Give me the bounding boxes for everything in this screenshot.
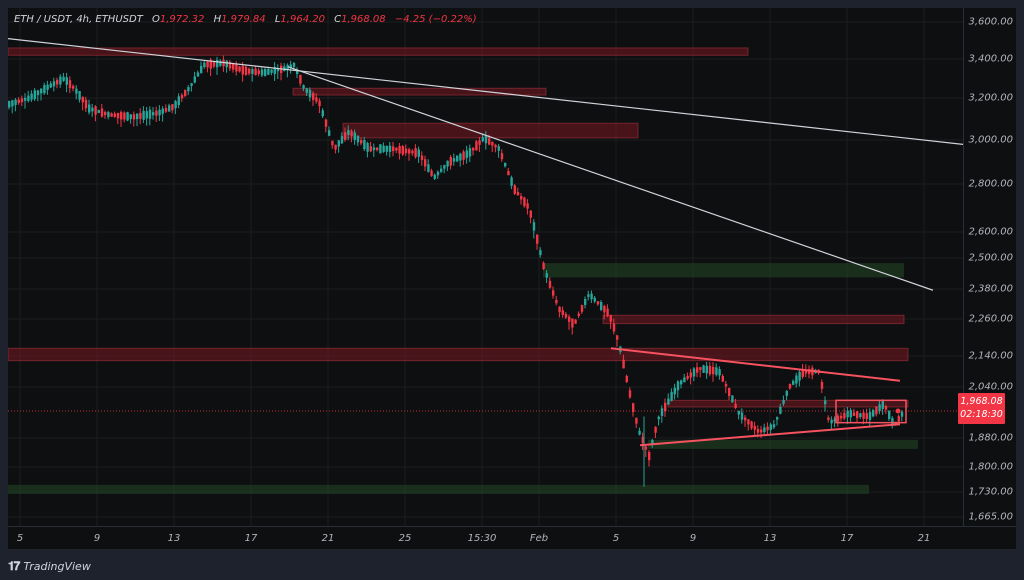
trendline: [287, 66, 934, 291]
time-tick: 17: [244, 533, 258, 544]
time-tick: 21: [917, 533, 931, 544]
time-tick: Feb: [529, 533, 549, 544]
price-tick: 2,140.00: [968, 350, 1013, 362]
chart-frame: ETH / USDT, 4h, ETHUSDT O1,972.32 H1,979…: [8, 8, 1016, 549]
candlestick-chart[interactable]: [8, 8, 963, 526]
demand-zone: [648, 439, 918, 449]
price-tick: 2,800.00: [968, 178, 1013, 190]
price-tick: 3,400.00: [968, 53, 1013, 65]
time-tick: 13: [763, 533, 777, 544]
price-tick: 2,260.00: [968, 313, 1013, 325]
time-tick: 17: [840, 533, 854, 544]
time-tick: 5: [612, 533, 620, 544]
price-tick: 1,730.00: [968, 486, 1013, 498]
trendline: [610, 347, 901, 382]
symbol-label: ETH / USDT, 4h, ETHUSDT: [14, 14, 143, 25]
close-value: 1,968.08: [341, 14, 386, 25]
price-tick: 3,000.00: [968, 134, 1013, 146]
symbol-legend: ETH / USDT, 4h, ETHUSDT O1,972.32 H1,979…: [14, 14, 477, 25]
time-tick: 15:30: [467, 533, 497, 544]
price-tick: 3,200.00: [968, 92, 1013, 104]
chart-pane[interactable]: ETH / USDT, 4h, ETHUSDT O1,972.32 H1,979…: [8, 8, 963, 526]
bar-countdown: 02:18:30: [960, 409, 1003, 420]
trendline: [8, 38, 963, 145]
price-tick: 2,500.00: [968, 252, 1013, 264]
brand-name[interactable]: TradingView: [23, 559, 91, 573]
supply-zone: [8, 47, 749, 56]
time-tick: 9: [93, 533, 101, 544]
demand-zone: [8, 484, 869, 494]
open-value: 1,972.32: [159, 14, 205, 25]
demand-zone: [543, 263, 904, 278]
low-value: 1,964.20: [280, 14, 325, 25]
price-tick: 3,600.00: [968, 16, 1013, 28]
supply-zone: [8, 347, 909, 362]
supply-zone: [667, 399, 909, 408]
price-tick: 1,800.00: [968, 461, 1013, 473]
change-value: −4.25 (−0.22%): [394, 14, 477, 25]
supply-zone: [342, 122, 639, 139]
price-tick: 1,665.00: [968, 511, 1013, 523]
tradingview-logo-icon: 𝟏𝟕: [8, 558, 20, 573]
price-tick: 2,600.00: [968, 226, 1013, 238]
time-axis[interactable]: 5 9 13 17 21 25 15:30 Feb 5 9 13 17 21: [8, 526, 1016, 550]
time-tick: 21: [321, 533, 335, 544]
last-price-tag: 1,968.08 02:18:30: [958, 393, 1005, 424]
footer: 𝟏𝟕 TradingView: [8, 558, 91, 574]
price-tick: 2,040.00: [968, 381, 1013, 393]
time-tick: 9: [689, 533, 697, 544]
supply-zone: [602, 314, 905, 325]
supply-zone: [292, 87, 547, 96]
price-axis[interactable]: 3,600.00 3,400.00 3,200.00 3,000.00 2,800.00…: [963, 8, 1017, 526]
trendline: [639, 423, 901, 447]
time-tick: 25: [398, 533, 412, 544]
last-price: 1,968.08: [960, 396, 1003, 407]
time-tick: 5: [16, 533, 24, 544]
consolidation-box: [835, 399, 907, 424]
price-tick: 2,380.00: [968, 283, 1013, 295]
time-tick: 13: [167, 533, 181, 544]
high-value: 1,979.84: [221, 14, 266, 25]
price-tick: 1,880.00: [968, 432, 1013, 444]
